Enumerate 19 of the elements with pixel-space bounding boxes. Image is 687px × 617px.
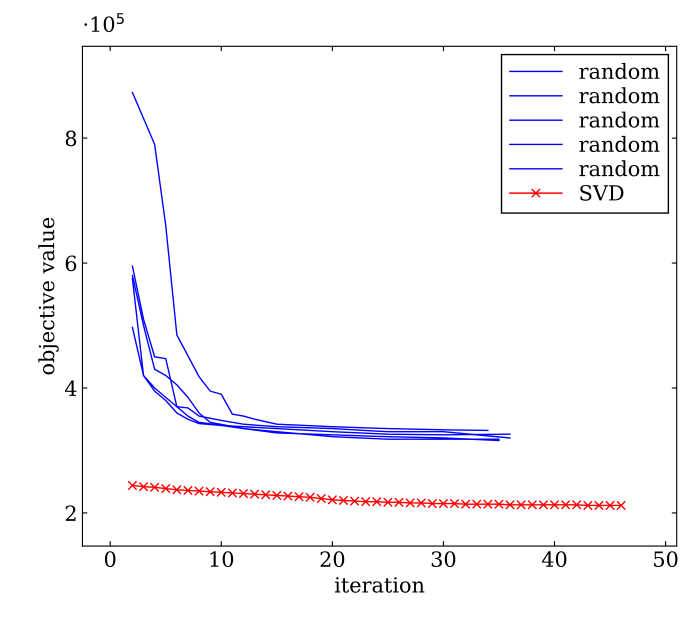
x-tick-label: 20 <box>320 551 344 568</box>
y-tick-label: 4 <box>64 380 77 396</box>
legend-label: random <box>579 87 660 104</box>
legend-label: random <box>579 136 660 152</box>
legend-label: random <box>579 160 660 176</box>
legend-label: random <box>579 112 660 128</box>
x-tick-label: 40 <box>542 551 566 568</box>
x-axis-title: iteration <box>334 577 424 593</box>
y-tick-label: 6 <box>66 256 76 272</box>
legend-label: SVD <box>580 184 624 201</box>
text: ·10$^{5}$ <box>84 13 124 32</box>
x-tick-label: 0 <box>104 551 116 568</box>
x-tick-label: 50 <box>654 551 678 568</box>
y-tick-label: 2 <box>66 505 76 521</box>
y-tick-label: 8 <box>66 130 76 146</box>
y-axis-title: objective value <box>38 218 59 374</box>
x-tick-label: 10 <box>210 551 234 568</box>
x-tick-label: 30 <box>432 551 456 568</box>
legend-label: random <box>579 62 660 80</box>
